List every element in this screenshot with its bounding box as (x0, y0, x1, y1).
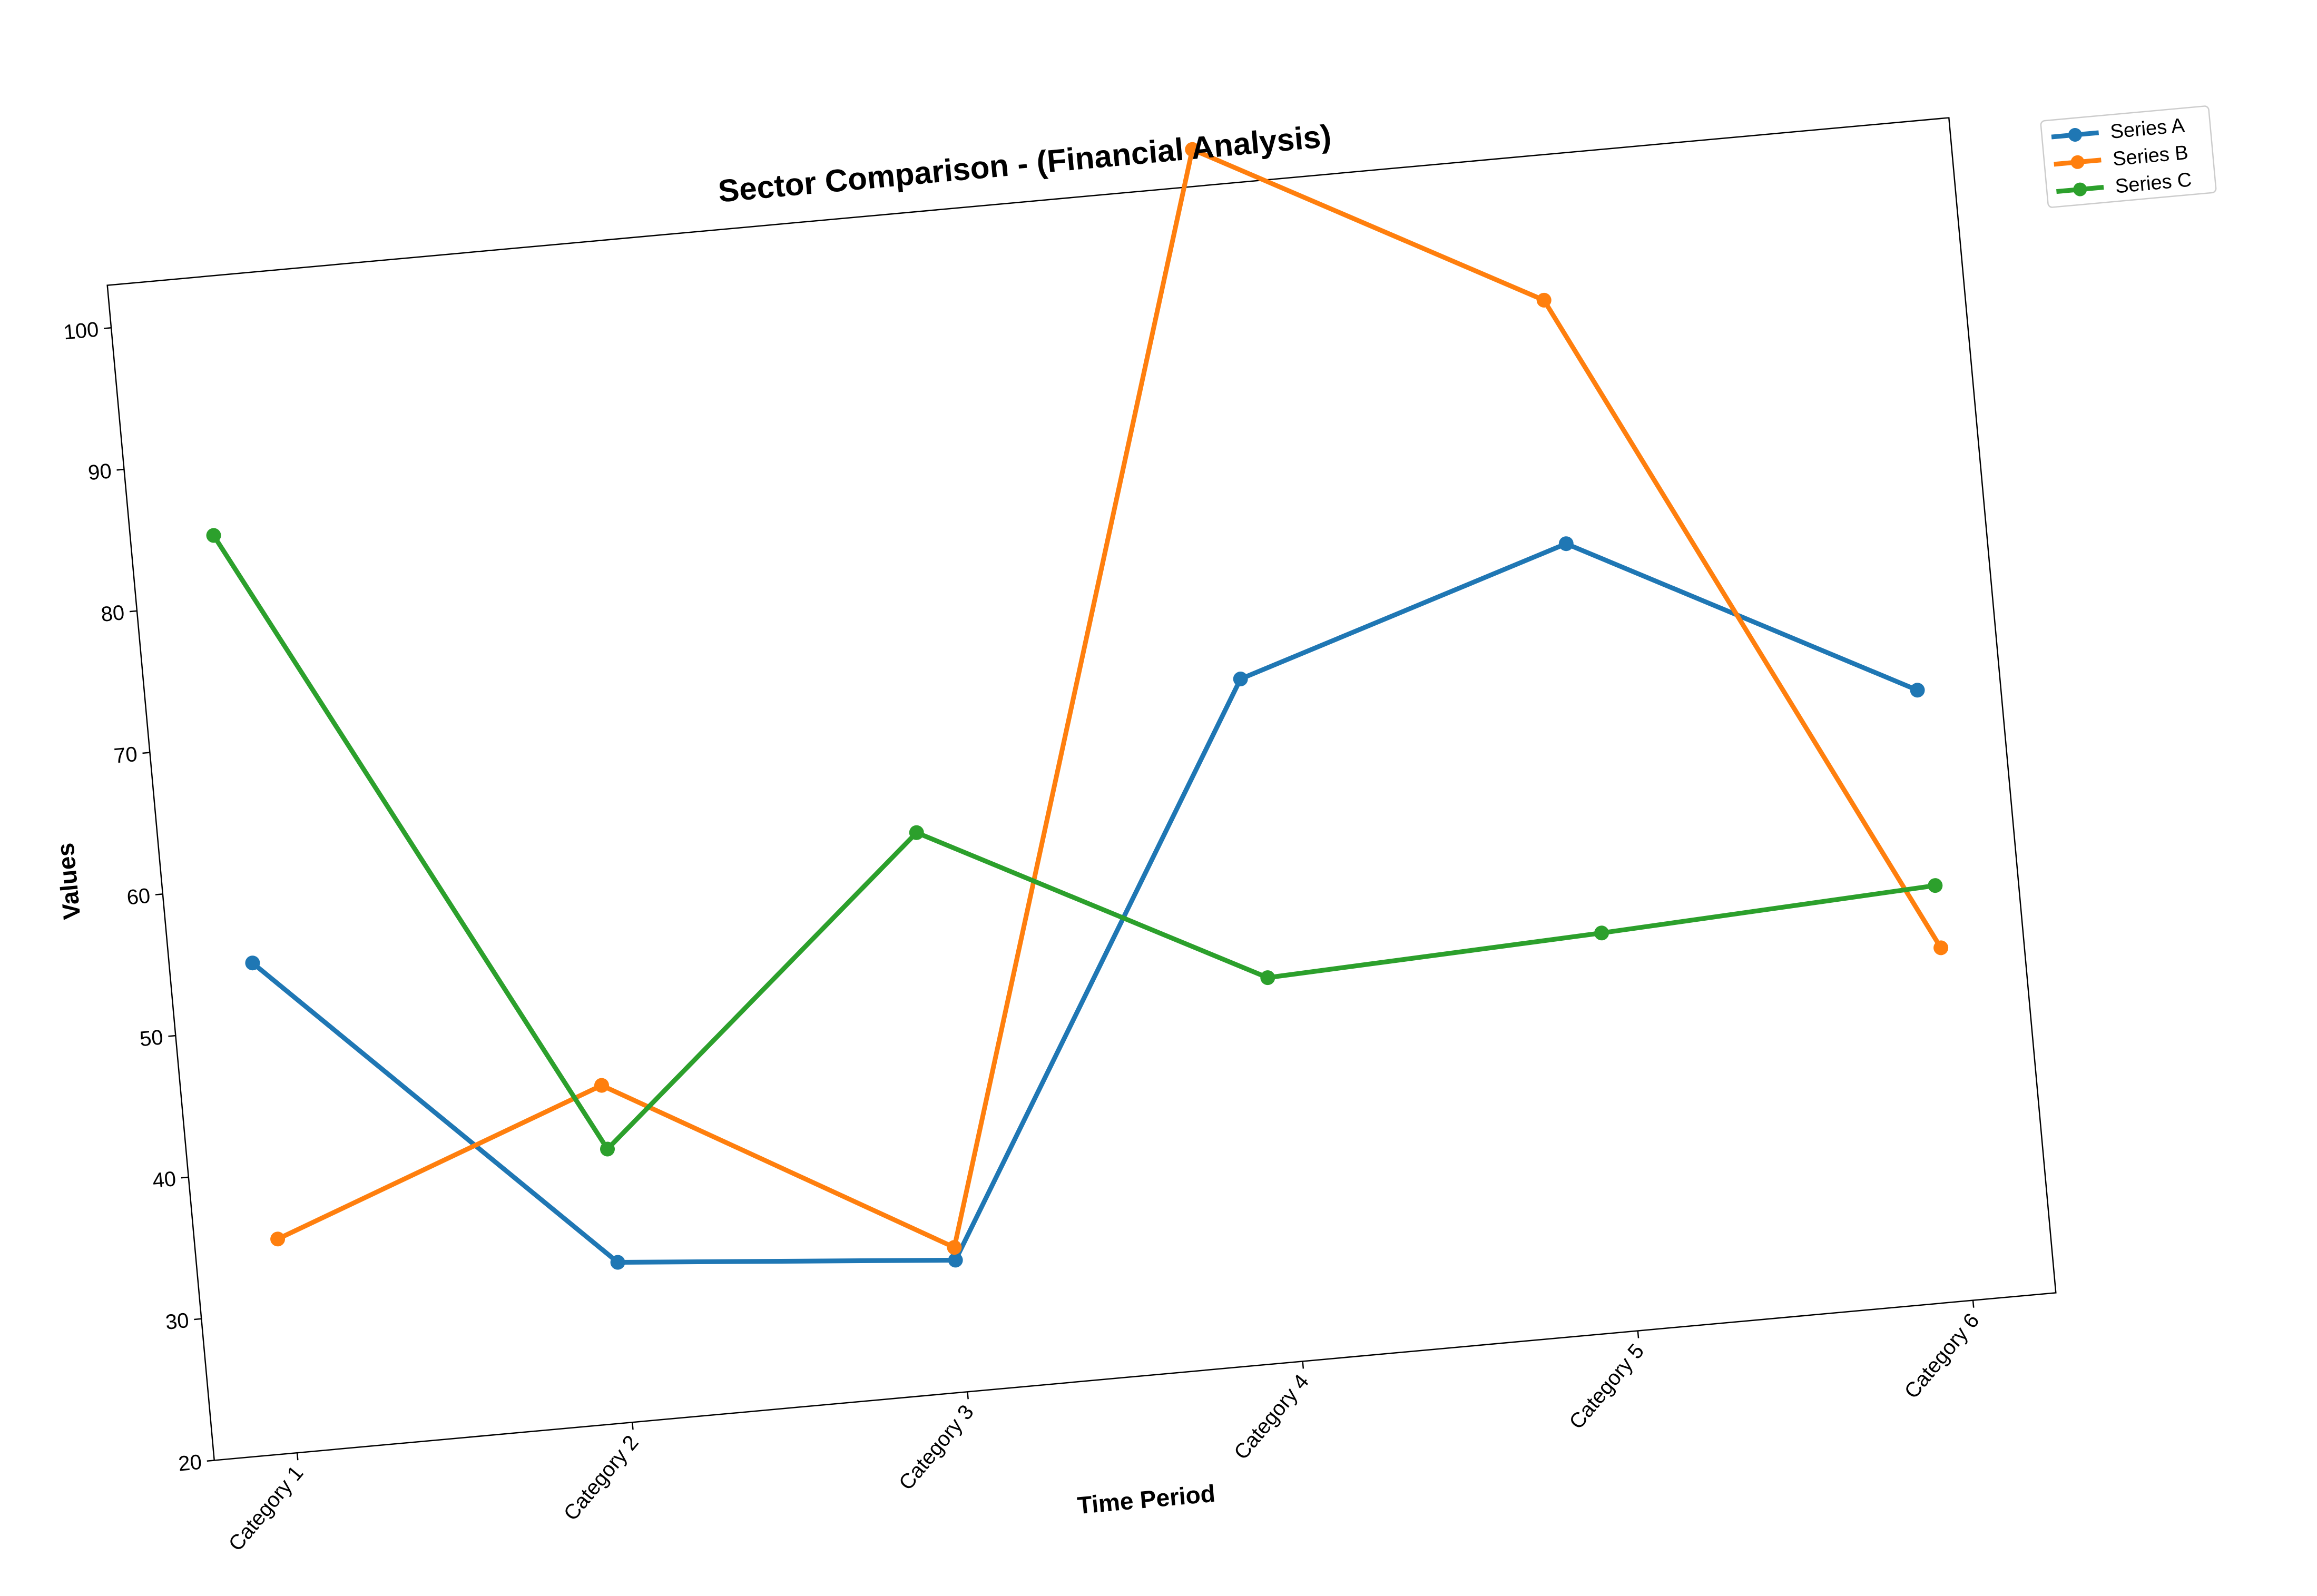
y-tick-label: 30 (164, 1309, 190, 1334)
data-point (1933, 940, 1949, 955)
x-tick-label: Category 1 (224, 1462, 308, 1555)
data-point (600, 1141, 615, 1157)
series-layer (206, 142, 1949, 1270)
x-tick-label: Category 6 (1900, 1309, 1984, 1403)
y-tick-label: 20 (178, 1451, 203, 1476)
y-tick-label: 80 (100, 601, 125, 626)
y-tick-mark (207, 1460, 214, 1462)
plot-frame (106, 117, 2057, 1461)
data-point (1260, 970, 1275, 986)
legend-swatch-marker (2073, 182, 2087, 196)
data-point (245, 955, 260, 971)
data-point (1594, 925, 1609, 941)
y-tick-mark (129, 610, 138, 613)
data-point (1910, 683, 1925, 698)
x-tick-label: Category 3 (895, 1401, 978, 1494)
y-tick-label: 60 (126, 884, 151, 910)
y-tick-mark (181, 1176, 189, 1179)
y-tick-label: 70 (113, 743, 138, 768)
legend-box (2040, 105, 2217, 208)
data-point (206, 528, 221, 543)
series-line (250, 541, 1920, 1265)
data-point (594, 1078, 610, 1093)
x-tick-mark (1972, 1300, 1975, 1308)
series-line (211, 533, 1938, 1151)
y-axis: 20 30 40 50 60 70 80 90 100 (63, 318, 214, 1476)
y-axis-title: Values (51, 842, 85, 921)
y-tick-label: 50 (139, 1026, 164, 1051)
series-line (275, 147, 1943, 1250)
data-point (909, 825, 924, 840)
data-point (1928, 878, 1943, 893)
y-tick-mark (116, 468, 124, 471)
y-tick-label: 90 (87, 459, 112, 485)
data-point (270, 1232, 286, 1247)
x-axis-title: Time Period (1076, 1480, 1216, 1520)
legend-swatch-marker (2068, 127, 2082, 142)
plot-group: 20 30 40 50 60 70 80 90 100 Category 1 Category 2… (51, 117, 2057, 1555)
y-tick-label: 40 (152, 1167, 177, 1193)
legend-swatch-marker (2070, 155, 2085, 169)
data-point (947, 1240, 962, 1255)
data-point (1536, 292, 1552, 308)
data-point (1558, 536, 1574, 551)
x-tick-mark (296, 1453, 299, 1461)
data-point (610, 1255, 625, 1270)
data-point (1185, 142, 1200, 157)
x-tick-mark (967, 1392, 969, 1400)
x-tick-mark (631, 1422, 634, 1430)
x-tick-label: Category 5 (1565, 1339, 1648, 1433)
data-point (1233, 671, 1248, 686)
y-tick-label: 100 (63, 318, 100, 344)
data-point (948, 1253, 963, 1268)
x-tick-label: Category 2 (559, 1431, 643, 1525)
x-tick-label: Category 4 (1230, 1370, 1313, 1464)
